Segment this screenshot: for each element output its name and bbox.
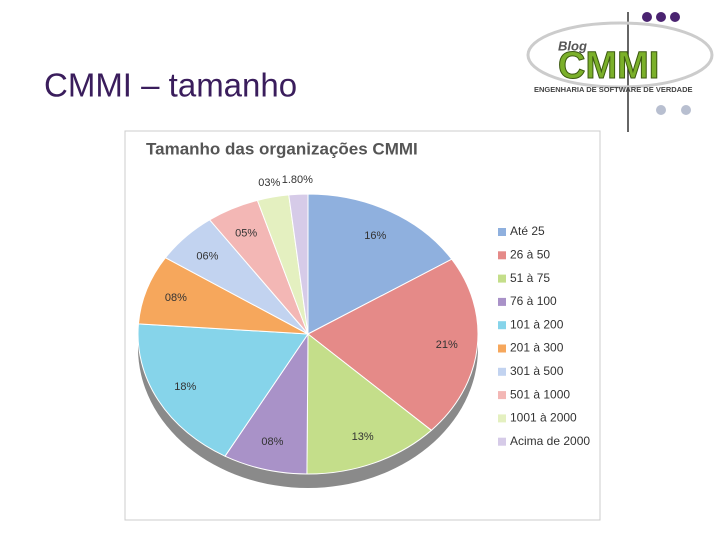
legend-label: 26 à 50 bbox=[510, 247, 550, 261]
data-label: 21% bbox=[436, 339, 458, 351]
legend-swatch bbox=[498, 391, 506, 400]
chart: 16% 21% 13% 08% 18% 08% 06% 05% 03% 1.80% Até 25 26… bbox=[137, 174, 590, 488]
chart-title: Tamanho das organizações CMMI bbox=[146, 139, 418, 158]
legend-swatch bbox=[498, 228, 506, 236]
dot bbox=[681, 105, 691, 115]
dot bbox=[656, 105, 666, 115]
legend-swatch bbox=[498, 344, 506, 353]
legend-label: 51 à 75 bbox=[510, 271, 550, 285]
pie-slice bbox=[307, 258, 479, 431]
dot bbox=[670, 12, 680, 22]
legend-label: 1001 à 2000 bbox=[510, 411, 577, 425]
dot bbox=[656, 12, 666, 22]
pie-slice bbox=[288, 193, 309, 335]
legend-label: Até 25 bbox=[510, 224, 545, 238]
legend-label: 101 à 200 bbox=[510, 317, 564, 331]
data-label: 08% bbox=[261, 436, 283, 448]
legend-label: 501 à 1000 bbox=[510, 387, 570, 401]
legend-swatch bbox=[498, 414, 506, 423]
legend-label: 301 à 500 bbox=[510, 364, 564, 378]
legend-swatch bbox=[498, 251, 506, 260]
slide-title: CMMI – tamanho bbox=[44, 67, 297, 104]
data-label: 03% bbox=[258, 177, 280, 189]
data-label: 06% bbox=[196, 250, 218, 262]
legend-swatch bbox=[498, 321, 506, 330]
data-label: 18% bbox=[174, 381, 196, 393]
data-label: 05% bbox=[235, 228, 257, 240]
data-label: 13% bbox=[352, 431, 374, 443]
logo-tagline: ENGENHARIA DE SOFTWARE DE VERDADE bbox=[534, 85, 693, 94]
pie-slice bbox=[306, 332, 433, 475]
legend-label: Acima de 2000 bbox=[510, 434, 590, 448]
pie-slice bbox=[307, 193, 453, 335]
logo-blog: Blog bbox=[558, 38, 587, 53]
legend-label: 76 à 100 bbox=[510, 294, 557, 308]
legend-swatch bbox=[498, 297, 506, 306]
data-label: 1.80% bbox=[282, 174, 313, 186]
dot bbox=[642, 12, 652, 22]
legend-label: 201 à 300 bbox=[510, 341, 564, 355]
pie-slice bbox=[137, 323, 309, 457]
data-label: 08% bbox=[165, 292, 187, 304]
legend-swatch bbox=[498, 367, 506, 376]
logo-swirl bbox=[526, 21, 714, 89]
legend-swatch bbox=[498, 437, 506, 446]
logo-name: CMMI bbox=[558, 45, 659, 87]
legend-swatch bbox=[498, 274, 506, 283]
data-label: 16% bbox=[364, 230, 386, 242]
